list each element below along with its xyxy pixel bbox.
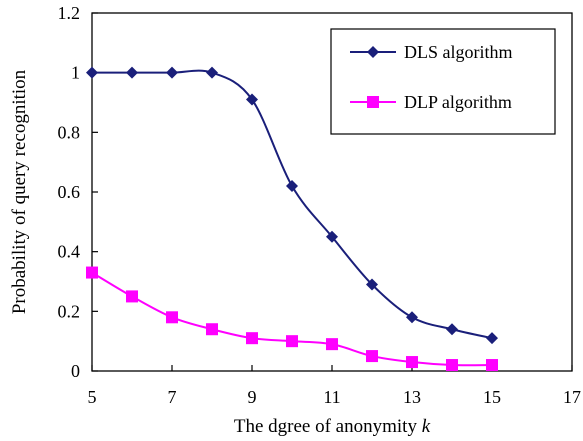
data-point-dls <box>246 93 258 106</box>
y-tick-label: 0.4 <box>58 242 81 262</box>
data-point-dls <box>126 66 138 79</box>
series-dls <box>86 66 498 345</box>
data-point-dlp <box>326 338 338 351</box>
data-point-dlp <box>126 290 138 303</box>
data-point-dlp <box>446 359 458 372</box>
legend-marker-dls <box>367 46 379 58</box>
data-point-dls <box>86 66 98 79</box>
data-point-dlp <box>166 311 178 324</box>
data-point-dls <box>166 66 178 79</box>
x-axis: 5 7 9 11 13 15 17 <box>88 365 581 407</box>
x-tick-label: 9 <box>248 387 257 407</box>
y-tick-label: 0.8 <box>58 122 81 142</box>
x-tick-label: 15 <box>483 387 501 407</box>
data-point-dlp <box>406 356 418 369</box>
data-point-dlp <box>286 335 298 348</box>
legend-box <box>330 28 556 135</box>
y-tick-label: 1 <box>71 63 80 83</box>
series-dlp <box>86 266 498 372</box>
y-tick-label: 0.6 <box>58 182 81 202</box>
data-point-dlp <box>86 266 98 279</box>
legend-label-dlp: DLP algorithm <box>404 92 512 112</box>
x-tick-label: 11 <box>323 387 340 407</box>
data-point-dls <box>446 323 458 336</box>
data-point-dls <box>406 311 418 324</box>
x-tick-label: 5 <box>88 387 97 407</box>
y-axis: 0 0.2 0.4 0.6 0.8 1 1.2 <box>58 3 98 381</box>
data-point-dls <box>486 332 498 345</box>
data-point-dls <box>286 180 298 193</box>
y-axis-label: Probability of query recognition <box>9 69 30 314</box>
y-tick-label: 0 <box>71 361 80 381</box>
legend-marker-dlp <box>367 96 379 108</box>
x-tick-label: 7 <box>168 387 177 407</box>
data-point-dlp <box>246 332 258 345</box>
data-point-dls <box>326 230 338 243</box>
x-tick-label: 13 <box>403 387 421 407</box>
legend-label-dls: DLS algorithm <box>404 42 513 62</box>
data-point-dlp <box>366 350 378 363</box>
x-axis-label-variable: k <box>422 416 431 437</box>
y-tick-label: 0.2 <box>58 301 81 321</box>
data-point-dlp <box>206 323 218 336</box>
x-tick-label: 17 <box>563 387 581 407</box>
data-point-dls <box>206 66 218 79</box>
data-point-dlp <box>486 359 498 372</box>
legend: DLS algorithm DLP algorithm <box>330 28 556 135</box>
x-axis-label: The dgree of anonymity k <box>234 416 431 437</box>
y-tick-label: 1.2 <box>58 3 81 23</box>
series-layer <box>86 66 498 372</box>
data-point-dls <box>366 278 378 291</box>
x-axis-label-text: The dgree of anonymity <box>234 416 422 437</box>
series-line-dlp <box>91 271 493 367</box>
